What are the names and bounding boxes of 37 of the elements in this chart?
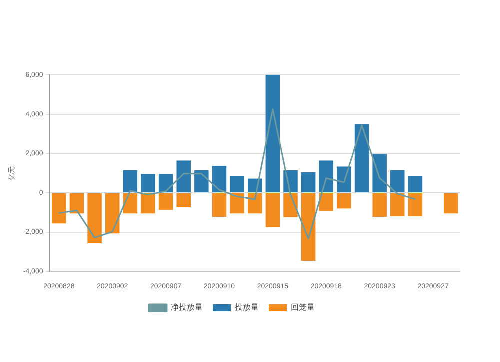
- bar: [158, 193, 174, 210]
- bar: [70, 193, 84, 214]
- bar: [123, 193, 138, 214]
- bar: [105, 193, 120, 234]
- bar: [301, 193, 316, 261]
- bar: [88, 193, 102, 244]
- bar: [141, 193, 156, 214]
- bar: [123, 170, 138, 192]
- bar: [319, 193, 334, 212]
- bar: [390, 170, 405, 192]
- bar: [319, 160, 334, 192]
- bar: [230, 176, 244, 192]
- bar: [444, 193, 458, 214]
- bar: [408, 193, 423, 216]
- bar: [354, 124, 370, 192]
- bar: [372, 154, 387, 192]
- bar: [284, 193, 298, 218]
- bar: [176, 160, 191, 192]
- bar: [194, 170, 209, 192]
- bar: [212, 166, 227, 192]
- bar: [212, 193, 227, 217]
- bar: [337, 166, 352, 192]
- bar: [337, 193, 352, 209]
- bar: [52, 193, 66, 224]
- legend-label: 净投放量: [171, 303, 203, 312]
- bar: [141, 174, 156, 192]
- bar: [248, 193, 262, 214]
- bar: [372, 193, 387, 217]
- bar: [266, 75, 280, 192]
- bar: [266, 193, 280, 228]
- legend-label: 回笼量: [291, 303, 315, 312]
- bar: [390, 193, 405, 216]
- bar: [408, 176, 423, 192]
- bar: [301, 172, 316, 192]
- bar: [176, 193, 191, 208]
- legend-label: 投放量: [234, 303, 259, 312]
- bar: [230, 193, 244, 214]
